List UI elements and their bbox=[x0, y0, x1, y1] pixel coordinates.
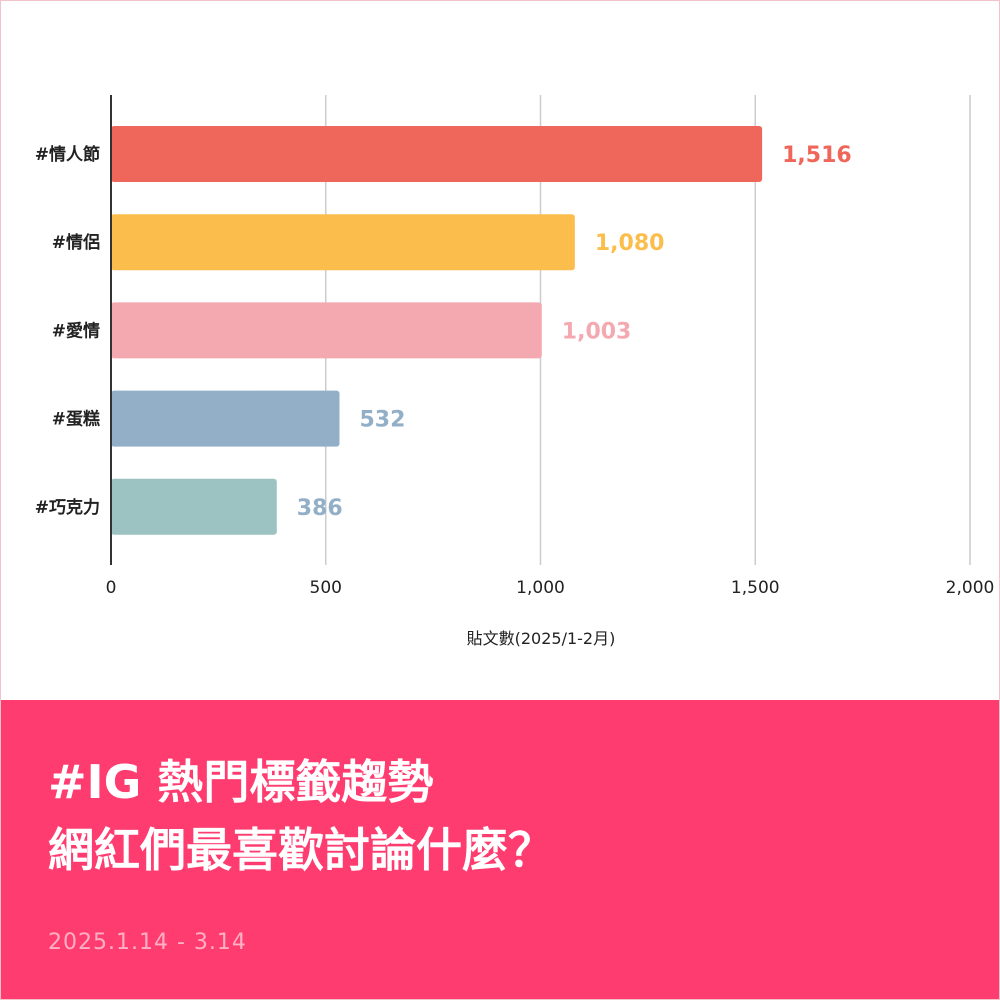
category-label: #愛情 bbox=[52, 320, 100, 341]
bar bbox=[111, 214, 575, 271]
banner-title-line-1: #IG 熱門標籤趨勢 bbox=[48, 755, 434, 809]
x-tick-label: 2,000 bbox=[946, 578, 995, 598]
x-tick-label: 1,000 bbox=[516, 578, 565, 598]
x-tick-label: 500 bbox=[310, 578, 342, 598]
value-label: 1,003 bbox=[562, 319, 632, 344]
chart-area: 0 500 1,000 1,500 2,000 #情人節 1,516 #情侶 1,080 #愛情 1… bbox=[35, 95, 995, 648]
bar bbox=[111, 126, 763, 182]
x-tick-label: 1,500 bbox=[731, 578, 780, 598]
bar bbox=[111, 390, 340, 447]
category-label: #情侶 bbox=[52, 232, 100, 253]
category-label: #巧克力 bbox=[35, 497, 100, 518]
value-label: 1,080 bbox=[595, 231, 665, 256]
banner-title-line-2: 網紅們最喜歡討論什麼？ bbox=[48, 823, 554, 877]
bar bbox=[111, 478, 277, 535]
bar-chart: 0 500 1,000 1,500 2,000 #情人節 1,516 #情侶 1,080 #愛情 1… bbox=[35, 95, 995, 648]
value-label: 1,516 bbox=[782, 143, 852, 168]
value-label: 532 bbox=[359, 408, 405, 433]
banner-title: #IG 熱門標籤趨勢 網紅們最喜歡討論什麼？ bbox=[48, 748, 554, 884]
title-banner: #IG 熱門標籤趨勢 網紅們最喜歡討論什麼？ 2025.1.14 - 3.14 bbox=[0, 700, 1000, 1000]
x-tick-label: 0 bbox=[106, 578, 117, 598]
category-label: #情人節 bbox=[35, 144, 100, 165]
x-axis-title: 貼文數(2025/1-2月) bbox=[467, 629, 616, 648]
bar bbox=[111, 302, 542, 359]
category-label: #蛋糕 bbox=[52, 409, 100, 430]
date-range: 2025.1.14 - 3.14 bbox=[48, 930, 247, 955]
value-label: 386 bbox=[297, 496, 343, 521]
